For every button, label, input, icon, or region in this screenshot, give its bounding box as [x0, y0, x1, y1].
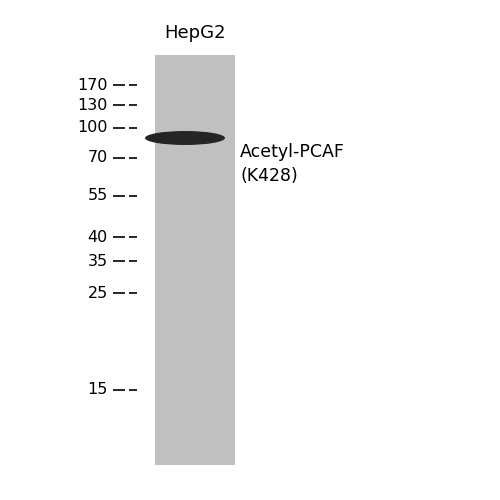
Text: 25: 25	[88, 286, 108, 300]
Text: 55: 55	[88, 188, 108, 204]
Text: 130: 130	[78, 98, 108, 112]
Text: HepG2: HepG2	[164, 24, 226, 42]
Text: 40: 40	[88, 230, 108, 244]
Text: 100: 100	[78, 120, 108, 136]
Text: 170: 170	[78, 78, 108, 92]
Text: Acetyl-PCAF
(K428): Acetyl-PCAF (K428)	[240, 143, 345, 184]
Text: 70: 70	[88, 150, 108, 166]
Ellipse shape	[145, 131, 225, 145]
Text: 15: 15	[88, 382, 108, 398]
Bar	[155, 55, 235, 465]
Text: 35: 35	[88, 254, 108, 268]
